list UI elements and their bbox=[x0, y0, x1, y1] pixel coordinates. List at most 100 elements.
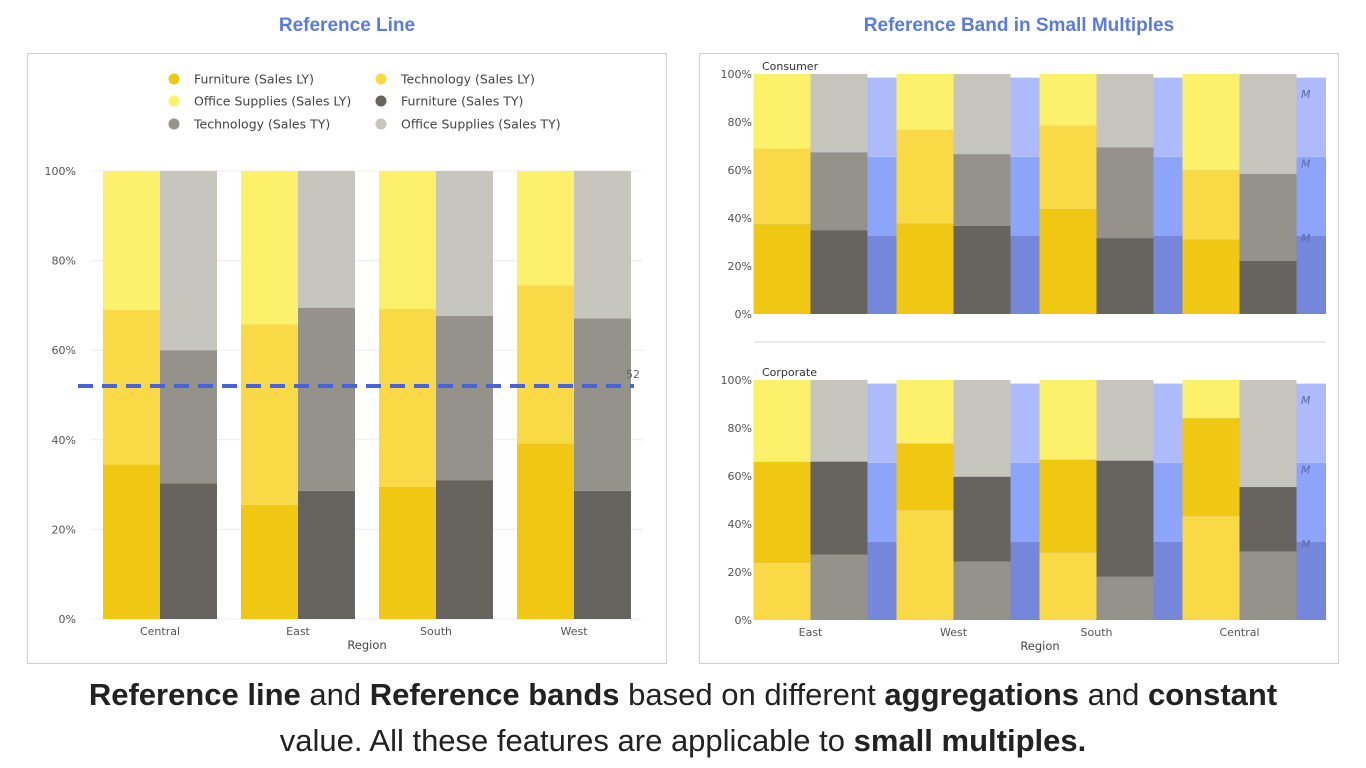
caption-text: value. All these features are applicable… bbox=[279, 723, 854, 758]
caption-text: and bbox=[300, 677, 370, 712]
y-tick-label: 0% bbox=[735, 308, 752, 321]
bar-segment-technology-sales-ly-south bbox=[379, 308, 436, 487]
x-tick-label: East bbox=[286, 625, 310, 638]
bar-segment-furniture-sales-ly-south bbox=[379, 486, 436, 619]
bar-segment-consumer-technology-sales-ly-west bbox=[896, 129, 954, 224]
panel-label-consumer: Consumer bbox=[762, 60, 819, 73]
bar-segment-office-supplies-sales-ly-west bbox=[517, 171, 574, 286]
bar-segment-consumer-technology-sales-ty-east bbox=[810, 152, 868, 231]
bar-segment-consumer-office-supplies-sales-ty-central bbox=[1239, 74, 1297, 174]
y-tick-label: 80% bbox=[728, 116, 752, 129]
band-marker-label: M bbox=[1301, 232, 1311, 245]
bar-segment-technology-sales-ly-west bbox=[517, 285, 574, 444]
bar-segment-corporate-technology-sales-ly-central bbox=[1182, 380, 1240, 419]
bar-segment-corporate-office-supplies-sales-ly-east bbox=[753, 562, 811, 620]
band-marker-label: M bbox=[1301, 464, 1311, 477]
bar-segment-consumer-technology-sales-ty-west bbox=[953, 154, 1011, 226]
bar-segment-consumer-furniture-sales-ly-south bbox=[1039, 209, 1097, 314]
band-marker-label: M bbox=[1301, 538, 1311, 551]
bar-segment-consumer-furniture-sales-ty-west bbox=[953, 225, 1011, 314]
legend-marker-technology-sales-ty bbox=[168, 118, 180, 130]
caption-bold-small-multiples: small multiples. bbox=[853, 723, 1087, 758]
y-tick-label: 20% bbox=[728, 260, 752, 273]
legend-label: Technology (Sales TY) bbox=[193, 117, 330, 132]
caption-bold-aggregations: aggregations bbox=[884, 677, 1080, 712]
bar-segment-office-supplies-sales-ly-east bbox=[241, 171, 298, 325]
y-tick-label: 80% bbox=[728, 422, 752, 435]
reference-band-chart: 0% 20% 40% 60% 80% 100% M M M Consumer 0% 20% 40% 60%… bbox=[721, 60, 1326, 653]
bar-segment-corporate-furniture-sales-ty-east bbox=[810, 461, 868, 555]
bar-segment-furniture-sales-ty-west bbox=[574, 490, 631, 619]
bar-segment-consumer-furniture-sales-ty-central bbox=[1239, 260, 1297, 314]
bar-segment-furniture-sales-ty-central bbox=[160, 483, 217, 619]
bar-segment-corporate-furniture-sales-ty-west bbox=[953, 476, 1011, 562]
x-tick-label: West bbox=[560, 625, 588, 638]
chart-title-reference-line: Reference Line bbox=[278, 15, 416, 36]
bar-segment-corporate-office-supplies-sales-ly-central bbox=[1182, 516, 1240, 620]
bar-segment-consumer-furniture-sales-ty-east bbox=[810, 230, 868, 314]
bar-segment-consumer-furniture-sales-ly-central bbox=[1182, 239, 1240, 314]
band-marker-label: M bbox=[1301, 394, 1311, 407]
bar-segment-consumer-furniture-sales-ly-west bbox=[896, 223, 954, 314]
bar-segment-corporate-office-supplies-sales-ty-west bbox=[953, 380, 1011, 477]
legend-label: Furniture (Sales LY) bbox=[194, 72, 314, 87]
bar-segment-consumer-furniture-sales-ty-south bbox=[1096, 238, 1154, 314]
bar-segment-consumer-office-supplies-sales-ty-east bbox=[810, 74, 868, 153]
panel-label-corporate: Corporate bbox=[762, 366, 817, 379]
legend-marker-furniture-sales-ly bbox=[168, 73, 180, 85]
legend-label: Technology (Sales LY) bbox=[400, 72, 535, 87]
bar-segment-office-supplies-sales-ty-south bbox=[436, 171, 493, 316]
caption-text: and bbox=[1079, 677, 1148, 712]
bar-segment-corporate-furniture-sales-ty-south bbox=[1096, 460, 1154, 577]
x-tick-label: South bbox=[420, 625, 452, 638]
caption-bold-reference-line: Reference line bbox=[88, 677, 301, 712]
bar-segment-technology-sales-ty-central bbox=[160, 350, 217, 484]
reference-line-chart-panel: 0% 20% 40% 60% 80% 100% Furniture (Sales LY) Te… bbox=[27, 53, 667, 664]
bar-segment-office-supplies-sales-ly-central bbox=[103, 171, 160, 310]
bar-segment-office-supplies-sales-ty-west bbox=[574, 171, 631, 319]
y-tick-label: 60% bbox=[728, 470, 752, 483]
bar-segment-corporate-office-supplies-sales-ty-south bbox=[1096, 380, 1154, 461]
y-tick-label: 40% bbox=[728, 212, 752, 225]
legend-marker-office-supplies-sales-ty bbox=[375, 118, 387, 130]
y-tick-label: 40% bbox=[52, 434, 76, 447]
y-tick-label: 0% bbox=[59, 613, 76, 626]
bar-segment-consumer-technology-sales-ty-south bbox=[1096, 147, 1154, 239]
x-tick-label: West bbox=[940, 626, 968, 639]
caption-bold-constant: constant bbox=[1148, 677, 1278, 712]
bar-segment-consumer-technology-sales-ly-central bbox=[1182, 170, 1240, 240]
bar-segment-corporate-furniture-sales-ty-central bbox=[1239, 487, 1297, 552]
x-tick-label: Central bbox=[1219, 626, 1259, 639]
bar-segment-furniture-sales-ly-central bbox=[103, 464, 160, 619]
bar-segment-corporate-technology-sales-ly-south bbox=[1039, 380, 1097, 460]
bar-segment-consumer-office-supplies-sales-ly-east bbox=[753, 74, 811, 149]
bar-segment-corporate-technology-sales-ty-south bbox=[1096, 576, 1154, 620]
bar-segment-corporate-technology-sales-ty-west bbox=[953, 561, 1011, 620]
x-axis-label: Region bbox=[347, 638, 386, 652]
caption-bold-reference-bands: Reference bands bbox=[369, 677, 620, 712]
reference-line-label: 52 bbox=[626, 368, 640, 381]
y-tick-label: 60% bbox=[52, 344, 76, 357]
bar-segment-consumer-furniture-sales-ly-east bbox=[753, 224, 811, 314]
legend-marker-furniture-sales-ty bbox=[375, 95, 387, 107]
bar-segment-corporate-furniture-sales-ly-central bbox=[1182, 418, 1240, 517]
band-marker-label: M bbox=[1301, 158, 1311, 171]
reference-band-chart-panel: 0% 20% 40% 60% 80% 100% M M M Consumer 0% 20% 40% 60%… bbox=[699, 53, 1339, 664]
y-tick-label: 0% bbox=[735, 614, 752, 627]
y-tick-label: 60% bbox=[728, 164, 752, 177]
bar-segment-consumer-office-supplies-sales-ly-central bbox=[1182, 74, 1240, 171]
bar-segment-consumer-technology-sales-ty-central bbox=[1239, 173, 1297, 261]
bar-segment-furniture-sales-ly-east bbox=[241, 504, 298, 619]
legend-marker-office-supplies-sales-ly bbox=[168, 95, 180, 107]
x-axis-label: Region bbox=[1020, 639, 1059, 653]
bar-segment-consumer-office-supplies-sales-ty-south bbox=[1096, 74, 1154, 148]
y-tick-label: 40% bbox=[728, 518, 752, 531]
y-tick-label: 20% bbox=[52, 523, 76, 536]
bar-segment-corporate-office-supplies-sales-ty-east bbox=[810, 380, 868, 462]
reference-line-chart: 0% 20% 40% 60% 80% 100% Furniture (Sales LY) Te… bbox=[45, 72, 643, 652]
y-tick-label: 100% bbox=[721, 68, 752, 81]
legend-label: Furniture (Sales TY) bbox=[401, 94, 523, 109]
bar-segment-corporate-technology-sales-ly-east bbox=[753, 380, 811, 462]
y-tick-label: 20% bbox=[728, 566, 752, 579]
bar-segment-office-supplies-sales-ty-central bbox=[160, 171, 217, 351]
